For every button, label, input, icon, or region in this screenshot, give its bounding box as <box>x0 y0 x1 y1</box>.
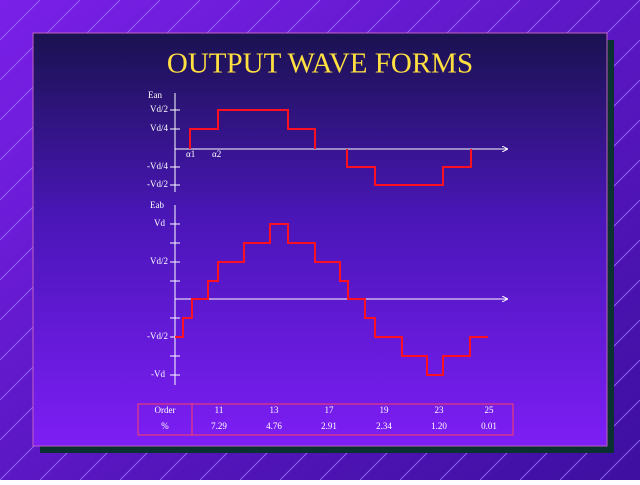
table-cell: 13 <box>270 405 280 415</box>
angle-label: α1 <box>186 149 195 159</box>
wave-label: Ean <box>148 90 162 100</box>
table-cell: 0.01 <box>481 421 497 431</box>
waveform-line <box>175 223 488 376</box>
waveform-phase <box>189 109 472 186</box>
table <box>137 403 514 436</box>
y-label: -Vd <box>151 369 165 379</box>
wave-label: Eab <box>150 200 164 210</box>
y-label: Vd/2 <box>150 104 168 114</box>
table-cell: 1.20 <box>431 421 447 431</box>
y-label: Vd <box>154 218 165 228</box>
y-label: -Vd/4 <box>147 161 168 171</box>
angle-label: α2 <box>212 149 221 159</box>
y-label: -Vd/2 <box>147 179 168 189</box>
table-cell: 17 <box>325 405 335 415</box>
table-cell: 19 <box>380 405 390 415</box>
title: OUTPUT WAVE FORMS <box>167 48 473 80</box>
table-cell: 2.91 <box>321 421 337 431</box>
table-cell: 7.29 <box>211 421 227 431</box>
table-cell: 11 <box>215 405 224 415</box>
table-cell: 25 <box>485 405 495 415</box>
table-border <box>137 403 514 436</box>
y-label: Vd/2 <box>150 256 168 266</box>
table-cell: 23 <box>435 405 445 415</box>
table-cell: % <box>161 421 169 431</box>
table-cell: 2.34 <box>376 421 392 431</box>
table-cell: Order <box>155 405 176 415</box>
y-label: -Vd/2 <box>147 331 168 341</box>
y-label: Vd/4 <box>150 123 169 133</box>
panel <box>32 32 608 447</box>
table-cell: 4.76 <box>266 421 282 431</box>
